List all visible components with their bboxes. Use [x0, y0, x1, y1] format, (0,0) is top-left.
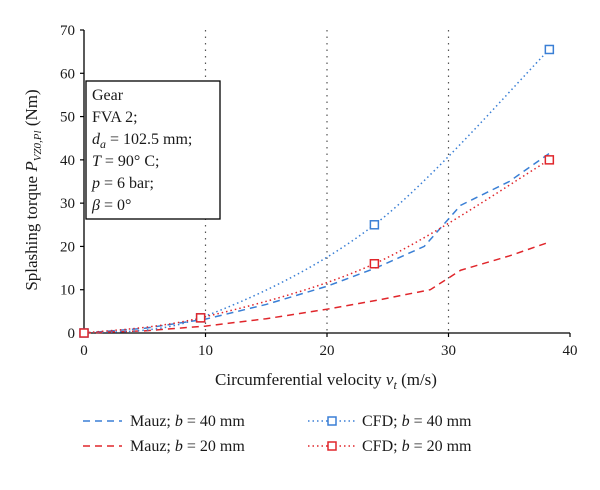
series-marker [79, 328, 89, 338]
info-da: da = 102.5 mm; [92, 131, 192, 151]
y-tick-label: 70 [60, 23, 75, 39]
y-tick-label: 50 [60, 110, 75, 126]
y-tick-label: 30 [60, 196, 75, 212]
y-tick-label: 20 [60, 239, 75, 255]
y-tick-label: 40 [60, 153, 75, 169]
x-tick-label: 30 [441, 343, 456, 359]
series-line-1 [83, 241, 550, 334]
series-line-2 [83, 48, 550, 334]
series-marker [369, 220, 380, 230]
info-box: Gear FVA 2; da = 102.5 mm; T = 90° C; p … [85, 80, 221, 220]
x-axis-label: Circumferential velocity vt (m/s) [215, 370, 437, 392]
y-tick-label: 60 [60, 66, 75, 82]
info-fva: FVA 2; [92, 109, 138, 126]
info-gear: Gear [92, 87, 124, 104]
info-temperature: T = 90° C; [92, 153, 159, 170]
series-marker [369, 258, 380, 269]
x-tick-label: 20 [320, 343, 335, 359]
series-marker [544, 155, 555, 165]
y-tick-label: 10 [60, 283, 75, 299]
series-lines [83, 48, 550, 334]
y-axis-label: Splashing torque PVZ0,Pl (Nm) [22, 89, 44, 290]
gridlines [204, 30, 450, 333]
legend-swatch-cfd-40-marker [327, 416, 337, 426]
series-marker [195, 313, 206, 323]
y-tick-label: 0 [68, 326, 76, 342]
series-markers [79, 44, 555, 338]
legend: Mauz; b = 40 mm Mauz; b = 20 mm CFD; b =… [83, 413, 472, 455]
x-ticks: 0 10 20 30 40 [80, 333, 578, 359]
series-line-3 [83, 159, 550, 334]
legend-label-cfd-20: CFD; b = 20 mm [362, 438, 472, 455]
x-tick-label: 10 [198, 343, 213, 359]
legend-label-mauz-40: Mauz; b = 40 mm [130, 413, 245, 430]
x-tick-label: 0 [80, 343, 88, 359]
series-line-0 [83, 152, 550, 334]
series-marker [544, 44, 555, 55]
legend-swatch-cfd-20-marker [327, 441, 337, 451]
y-ticks: 0 10 20 30 40 50 60 70 [60, 23, 84, 342]
legend-label-cfd-40: CFD; b = 40 mm [362, 413, 472, 430]
info-beta: β = 0° [91, 197, 131, 214]
info-box-frame [85, 80, 221, 220]
x-tick-label: 40 [563, 343, 578, 359]
legend-label-mauz-20: Mauz; b = 20 mm [130, 438, 245, 455]
info-pressure: p = 6 bar; [91, 175, 154, 192]
